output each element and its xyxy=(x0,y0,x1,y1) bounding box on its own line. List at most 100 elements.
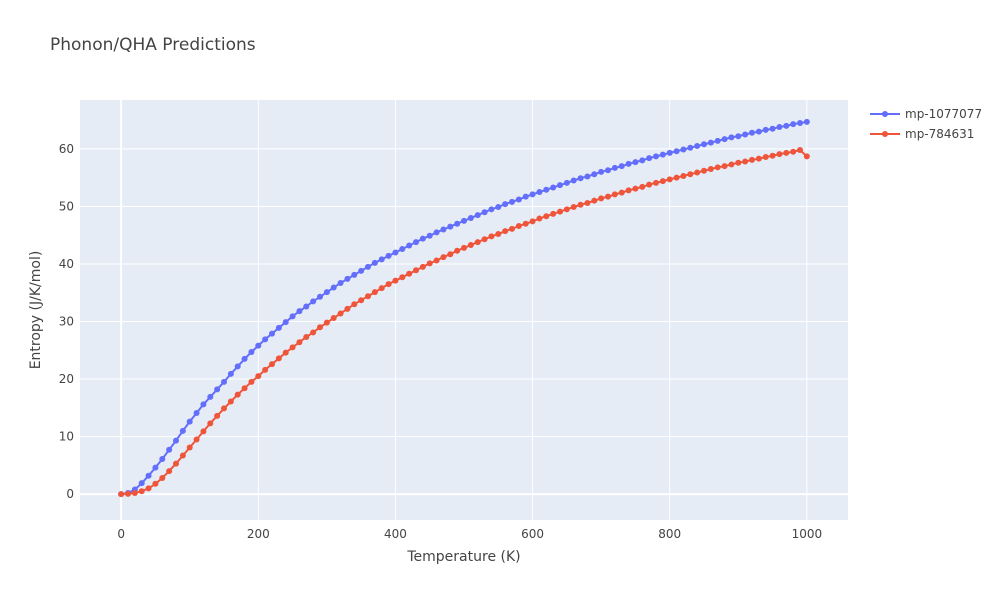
data-point xyxy=(584,199,591,206)
data-point xyxy=(783,122,790,129)
data-point xyxy=(495,204,502,211)
data-point xyxy=(413,267,419,274)
data-point xyxy=(502,228,509,235)
data-point xyxy=(365,293,371,300)
data-point xyxy=(248,378,255,385)
data-point xyxy=(433,229,440,236)
data-point xyxy=(618,189,625,196)
data-point xyxy=(481,236,488,243)
data-point xyxy=(769,152,776,159)
data-point xyxy=(310,298,317,305)
data-point xyxy=(632,159,639,166)
data-point xyxy=(461,244,467,251)
data-point xyxy=(625,160,632,167)
data-point xyxy=(639,183,646,190)
chart-title: Phonon/QHA Predictions xyxy=(50,35,256,55)
data-point xyxy=(214,386,221,393)
data-point xyxy=(145,485,152,492)
data-point xyxy=(783,149,790,156)
data-point xyxy=(166,468,173,475)
data-point xyxy=(563,206,570,213)
legend-item[interactable]: mp-1077077 xyxy=(870,107,982,121)
data-point xyxy=(550,210,557,217)
data-point xyxy=(755,155,762,162)
data-point xyxy=(433,257,440,264)
data-point xyxy=(227,398,234,405)
data-point xyxy=(611,164,618,171)
plot-area xyxy=(80,100,848,520)
data-point xyxy=(193,409,200,416)
data-point xyxy=(365,263,371,270)
data-point xyxy=(207,420,214,427)
data-point xyxy=(234,391,241,398)
data-point xyxy=(317,293,323,300)
data-point xyxy=(282,349,289,356)
data-point xyxy=(659,151,666,158)
data-point xyxy=(605,167,611,174)
data-point xyxy=(646,155,653,162)
data-point xyxy=(495,231,502,238)
data-point xyxy=(358,267,365,274)
data-point xyxy=(797,120,803,127)
data-point xyxy=(323,289,330,296)
data-point xyxy=(330,315,337,322)
y-tick-label: 40 xyxy=(59,257,74,271)
data-point xyxy=(282,319,289,326)
data-point xyxy=(337,310,344,317)
data-point xyxy=(221,405,227,412)
data-point xyxy=(687,144,694,151)
data-point xyxy=(591,197,598,204)
data-point xyxy=(371,289,378,296)
data-point xyxy=(399,246,406,253)
data-point xyxy=(221,378,227,385)
data-point xyxy=(214,412,221,419)
data-point xyxy=(687,171,694,178)
data-point xyxy=(557,182,563,189)
data-point xyxy=(591,171,598,178)
y-tick-label: 20 xyxy=(59,372,74,386)
data-point xyxy=(440,254,447,261)
x-tick-label: 0 xyxy=(117,527,125,541)
legend-label: mp-784631 xyxy=(905,127,974,141)
data-point xyxy=(543,213,550,220)
data-point xyxy=(680,172,687,179)
legend[interactable]: mp-1077077 mp-784631 xyxy=(870,107,982,141)
data-point xyxy=(406,270,413,277)
data-point xyxy=(378,256,385,263)
data-point xyxy=(179,452,186,459)
data-point xyxy=(543,186,550,193)
data-point xyxy=(790,121,797,128)
data-point xyxy=(173,460,179,467)
data-point xyxy=(303,334,310,341)
data-point xyxy=(262,366,269,373)
data-point xyxy=(749,156,755,163)
data-point xyxy=(426,260,433,267)
legend-item[interactable]: mp-784631 xyxy=(870,127,974,141)
data-point xyxy=(577,175,584,182)
data-point xyxy=(138,488,145,495)
data-point xyxy=(275,324,282,331)
data-point xyxy=(509,198,515,205)
x-tick-label: 200 xyxy=(247,527,270,541)
data-point xyxy=(701,141,707,148)
data-point xyxy=(797,147,803,154)
data-point xyxy=(344,275,351,282)
data-point xyxy=(570,177,577,184)
data-point xyxy=(803,118,810,125)
data-point xyxy=(275,355,282,362)
data-point xyxy=(159,456,166,463)
data-point xyxy=(721,136,728,143)
data-point xyxy=(735,159,742,166)
data-point xyxy=(625,187,632,194)
data-point xyxy=(131,489,138,496)
data-point xyxy=(173,437,179,444)
data-point xyxy=(714,164,721,171)
data-point xyxy=(159,475,166,481)
x-axis-ticks: 0 200 400 600 800 1000 xyxy=(117,527,822,541)
data-point xyxy=(289,344,296,351)
data-point xyxy=(666,176,673,183)
data-point xyxy=(399,274,406,281)
data-point xyxy=(611,191,618,198)
data-point xyxy=(769,125,776,132)
y-tick-label: 60 xyxy=(59,142,74,156)
